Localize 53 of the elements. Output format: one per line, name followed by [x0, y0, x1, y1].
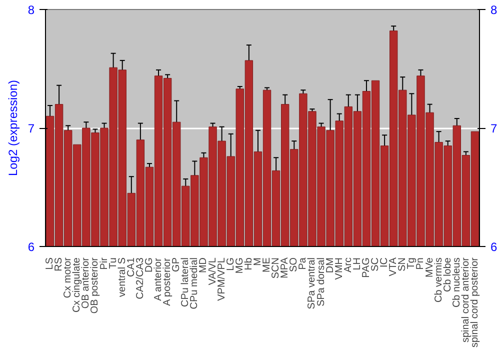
x-tick-label: PAG — [360, 257, 372, 278]
x-tick-label: IC — [379, 258, 390, 268]
x-tick-label: MVe — [424, 257, 436, 278]
x-tick-label: Pir — [98, 256, 110, 270]
x-tick-label: Cb nucleus — [451, 258, 462, 308]
x-tick-label: VA/VL — [207, 257, 218, 286]
x-tick-label: LS — [44, 257, 56, 270]
x-tick-label: SPa ventral — [306, 257, 318, 310]
x-tick-label: CA1 — [126, 257, 137, 277]
x-tick-label: A posterior — [162, 257, 174, 306]
x-tick-label: OB anterior — [80, 256, 92, 309]
y2-tick-label: 7 — [490, 122, 498, 136]
x-tick-label: ME — [262, 257, 273, 272]
x-tick-label: ventral S — [116, 257, 128, 297]
x-tick-label: Cb lobe — [442, 257, 454, 292]
x-tick-label: Tu — [108, 257, 119, 269]
y2-tick-label: 6 — [490, 240, 498, 254]
x-tick-label: Pa — [298, 257, 309, 270]
x-tick-label: RS — [54, 257, 65, 272]
x-tick-label: OB posterior — [90, 256, 101, 314]
x-tick-label: SN — [397, 257, 408, 272]
x-tick-label: VPM/VPL — [216, 257, 228, 301]
x-tick-label: MG — [234, 257, 246, 274]
x-tick-label: CA2/CA3 — [134, 257, 146, 300]
x-tick-label: spinal cord anterior — [460, 256, 472, 343]
x-tick-label: VTA — [388, 257, 400, 276]
y2-tick-label: 8 — [490, 3, 498, 17]
x-tick-label: SO — [288, 257, 300, 272]
x-tick-label: MPA — [280, 257, 291, 278]
y-axis-title: Log2 (expression) — [6, 80, 20, 176]
x-tick-label: SPa dorsal — [316, 257, 327, 306]
x-tick-label: LH — [352, 257, 363, 270]
x-tick-label: SCN — [270, 257, 282, 279]
x-tick-label: M — [252, 257, 264, 266]
x-tick-label: LG — [225, 257, 236, 271]
x-tick-label: SC — [370, 257, 382, 272]
x-tick-label: Tg — [406, 258, 418, 270]
x-tick-label: DM — [324, 257, 336, 274]
x-tick-label: GP — [171, 257, 182, 272]
x-tick-label: Arc — [342, 258, 354, 272]
x-tick-label: Cb vermis — [433, 257, 444, 303]
x-tick-label: A anterior — [153, 257, 164, 301]
y-tick-label: 7 — [28, 122, 35, 136]
y-tick-label: 6 — [28, 240, 35, 254]
x-tick-label: MD — [198, 257, 210, 274]
x-tick-label: VMH — [334, 257, 345, 280]
x-tick-label: Pn — [415, 257, 426, 270]
x-tick-label: spinal cord posterior — [469, 256, 480, 348]
x-tick-label: CPu medial — [189, 257, 200, 310]
x-tick-label: DG — [144, 257, 155, 272]
x-tick-label: Hb — [243, 257, 254, 270]
x-tick-label: Cx cingulate — [72, 257, 83, 313]
y-tick-label: 8 — [28, 3, 35, 17]
